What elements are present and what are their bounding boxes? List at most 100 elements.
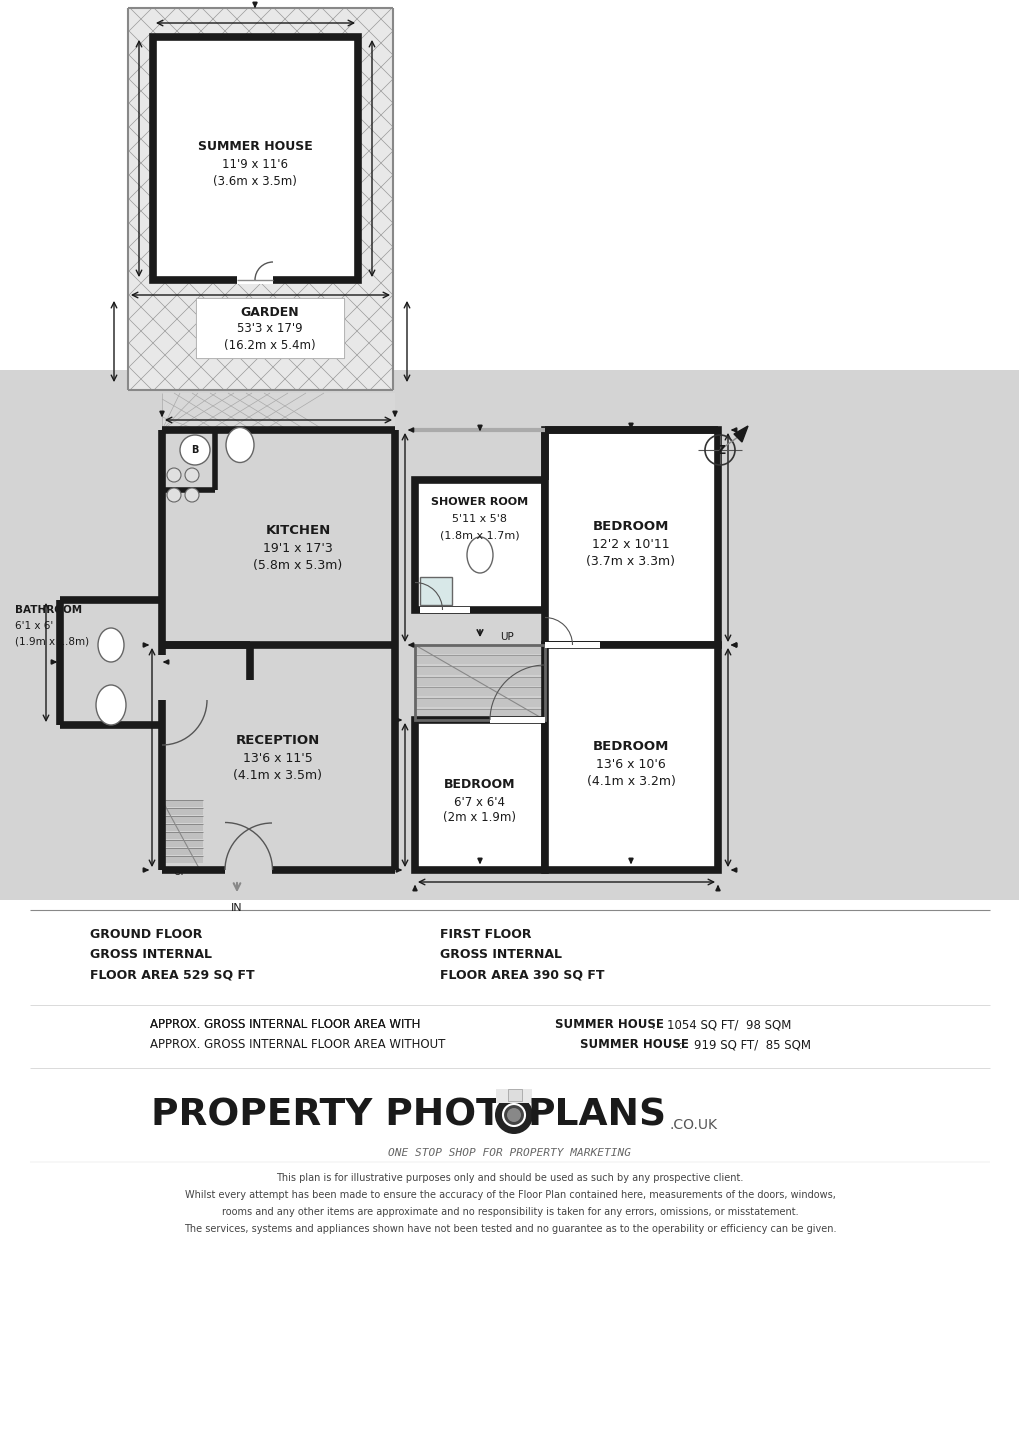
- Bar: [415, 720, 544, 870]
- Text: Whilst every attempt has been made to ensure the accuracy of the Floor Plan cont: Whilst every attempt has been made to en…: [184, 1190, 835, 1201]
- Bar: [196, 299, 343, 358]
- Bar: [162, 392, 394, 430]
- Text: APPROX. GROSS INTERNAL FLOOR AREA WITH: APPROX. GROSS INTERNAL FLOOR AREA WITH: [150, 1019, 424, 1032]
- Bar: [415, 645, 544, 720]
- Bar: [415, 667, 544, 675]
- Bar: [196, 299, 343, 358]
- Bar: [507, 1089, 522, 1101]
- Text: SUMMER HOUSE: SUMMER HOUSE: [198, 140, 312, 153]
- Bar: [165, 833, 203, 838]
- Circle shape: [501, 1102, 526, 1127]
- Circle shape: [179, 434, 210, 465]
- Text: 19'1 x 17'3: 19'1 x 17'3: [263, 541, 332, 554]
- Bar: [127, 9, 392, 390]
- Text: UP: UP: [499, 632, 514, 642]
- Text: .CO.UK: .CO.UK: [669, 1118, 717, 1131]
- Text: FLOOR AREA 390 SQ FT: FLOOR AREA 390 SQ FT: [439, 968, 604, 981]
- Bar: [415, 698, 544, 707]
- Bar: [415, 687, 544, 696]
- Bar: [165, 848, 203, 856]
- Bar: [420, 608, 470, 613]
- Text: GROSS INTERNAL: GROSS INTERNAL: [90, 948, 212, 961]
- Text: GROSS INTERNAL: GROSS INTERNAL: [439, 948, 561, 961]
- Bar: [489, 717, 544, 723]
- Text: GARDEN: GARDEN: [240, 306, 299, 319]
- Text: APPROX. GROSS INTERNAL FLOOR AREA WITH: APPROX. GROSS INTERNAL FLOOR AREA WITH: [150, 1019, 424, 1032]
- Bar: [420, 577, 451, 605]
- Text: 53'3 x 17'9: 53'3 x 17'9: [237, 322, 303, 335]
- Bar: [236, 276, 273, 284]
- Text: BEDROOM: BEDROOM: [592, 521, 668, 534]
- Text: PROPERTY PHOT: PROPERTY PHOT: [151, 1097, 501, 1133]
- Text: ONE STOP SHOP FOR PROPERTY MARKETING: ONE STOP SHOP FOR PROPERTY MARKETING: [388, 1149, 631, 1157]
- Ellipse shape: [226, 427, 254, 463]
- Text: (5.8m x 5.3m): (5.8m x 5.3m): [253, 558, 342, 571]
- Text: (3.7m x 3.3m): (3.7m x 3.3m): [586, 556, 675, 569]
- Text: PLANS: PLANS: [528, 1097, 666, 1133]
- Bar: [153, 38, 358, 280]
- Text: (1.8m x 1.7m): (1.8m x 1.7m): [440, 531, 520, 541]
- Bar: [165, 808, 203, 815]
- Text: (1.9m x 1.8m): (1.9m x 1.8m): [15, 636, 89, 646]
- Bar: [415, 645, 544, 654]
- Text: 6'1 x 6': 6'1 x 6': [15, 620, 53, 631]
- Text: KITCHEN: KITCHEN: [265, 524, 330, 537]
- Text: 5'11 x 5'8: 5'11 x 5'8: [452, 514, 507, 524]
- Bar: [165, 856, 203, 863]
- Bar: [165, 840, 203, 847]
- Text: 12'2 x 10'11: 12'2 x 10'11: [592, 538, 669, 551]
- Bar: [415, 645, 544, 720]
- Circle shape: [506, 1108, 521, 1123]
- Bar: [415, 655, 544, 664]
- Bar: [495, 1089, 532, 1102]
- Text: (2m x 1.9m): (2m x 1.9m): [443, 811, 516, 824]
- Text: (4.1m x 3.2m): (4.1m x 3.2m): [586, 775, 675, 788]
- Bar: [165, 815, 203, 823]
- Bar: [544, 430, 717, 645]
- Text: SUMMER HOUSE: SUMMER HOUSE: [554, 1019, 663, 1032]
- Bar: [0, 369, 1019, 900]
- Text: FLOOR AREA 529 SQ FT: FLOOR AREA 529 SQ FT: [90, 968, 255, 981]
- Text: SHOWER ROOM: SHOWER ROOM: [431, 496, 528, 506]
- Text: :   919 SQ FT/  85 SQM: : 919 SQ FT/ 85 SQM: [675, 1039, 810, 1052]
- Bar: [165, 824, 203, 831]
- Text: 6'7 x 6'4: 6'7 x 6'4: [454, 795, 505, 808]
- Text: The services, systems and appliances shown have not been tested and no guarantee: The services, systems and appliances sho…: [183, 1224, 836, 1234]
- Text: 11'9 x 11'6: 11'9 x 11'6: [222, 157, 287, 170]
- Text: (16.2m x 5.4m): (16.2m x 5.4m): [224, 339, 316, 352]
- Text: 13'6 x 11'5: 13'6 x 11'5: [243, 752, 313, 765]
- Circle shape: [184, 468, 199, 482]
- Text: BEDROOM: BEDROOM: [444, 779, 516, 792]
- Text: GROUND FLOOR: GROUND FLOOR: [90, 928, 202, 941]
- Text: Z: Z: [715, 443, 725, 456]
- Text: BEDROOM: BEDROOM: [592, 740, 668, 753]
- Text: 13'6 x 10'6: 13'6 x 10'6: [595, 759, 665, 772]
- Text: rooms and any other items are approximate and no responsibility is taken for any: rooms and any other items are approximat…: [221, 1206, 798, 1216]
- Ellipse shape: [98, 628, 124, 662]
- Text: :   1054 SQ FT/  98 SQM: : 1054 SQ FT/ 98 SQM: [647, 1019, 791, 1032]
- Bar: [415, 677, 544, 685]
- Text: This plan is for illustrative purposes only and should be used as such by any pr: This plan is for illustrative purposes o…: [276, 1173, 743, 1183]
- Text: (4.1m x 3.5m): (4.1m x 3.5m): [233, 769, 322, 782]
- Circle shape: [494, 1097, 533, 1134]
- Bar: [544, 645, 717, 870]
- Text: UP: UP: [173, 867, 186, 877]
- Text: FIRST FLOOR: FIRST FLOOR: [439, 928, 531, 941]
- Text: SUMMER HOUSE: SUMMER HOUSE: [580, 1039, 688, 1052]
- Circle shape: [184, 488, 199, 502]
- Polygon shape: [734, 426, 747, 442]
- Circle shape: [167, 468, 180, 482]
- Bar: [415, 709, 544, 719]
- Bar: [544, 642, 599, 648]
- Bar: [165, 799, 203, 807]
- Text: BATHROOM: BATHROOM: [15, 605, 83, 615]
- Text: (3.6m x 3.5m): (3.6m x 3.5m): [213, 175, 297, 188]
- Ellipse shape: [467, 537, 492, 573]
- Text: APPROX. GROSS INTERNAL FLOOR AREA WITHOUT: APPROX. GROSS INTERNAL FLOOR AREA WITHOU…: [150, 1039, 448, 1052]
- Text: RECEPTION: RECEPTION: [235, 733, 320, 746]
- Circle shape: [167, 488, 180, 502]
- Text: IN: IN: [231, 903, 243, 913]
- Ellipse shape: [96, 685, 126, 724]
- Text: B: B: [192, 444, 199, 455]
- Bar: [415, 481, 544, 610]
